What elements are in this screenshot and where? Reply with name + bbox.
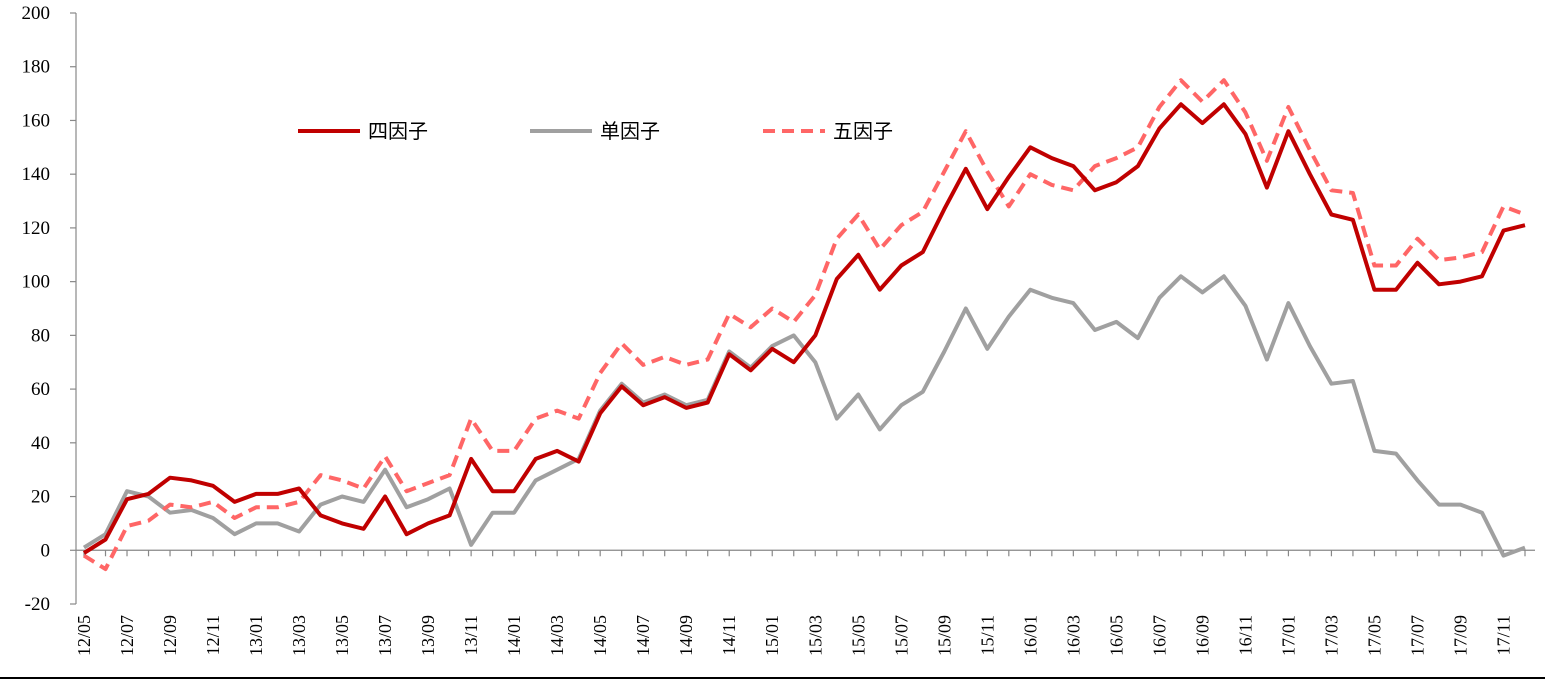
x-tick-label: 16/03 — [1063, 615, 1083, 656]
y-tick-label: 40 — [31, 433, 50, 454]
y-tick-label: 200 — [22, 3, 51, 24]
x-tick-label: 14/09 — [676, 615, 696, 656]
legend: 四因子 单因子 五因子 — [298, 120, 893, 143]
x-tick-label: 15/01 — [762, 615, 782, 656]
x-tick-label: 12/05 — [74, 615, 94, 656]
x-tick-label: 13/11 — [461, 615, 481, 655]
y-tick-label: -20 — [25, 594, 50, 615]
x-tick-label: 14/07 — [633, 615, 653, 656]
series-lines — [82, 78, 1526, 572]
x-tick-label: 12/09 — [160, 615, 180, 656]
x-tick-label: 15/07 — [891, 615, 911, 656]
x-tick-label: 17/09 — [1450, 615, 1470, 656]
y-tick-label: 140 — [22, 164, 51, 185]
y-tick-label: 60 — [31, 379, 50, 400]
y-tick-label: 160 — [22, 110, 51, 131]
x-tick-label: 17/07 — [1407, 615, 1427, 656]
x-tick-label: 15/11 — [977, 615, 997, 655]
x-tick-label: 13/07 — [375, 615, 395, 656]
x-tick-label: 12/11 — [203, 615, 223, 655]
y-tick-label: 0 — [41, 540, 51, 561]
x-tick-label: 17/03 — [1321, 615, 1341, 656]
x-tick-label: 16/11 — [1235, 615, 1255, 655]
y-tick-label: 120 — [22, 218, 51, 239]
series-line-1 — [82, 274, 1526, 558]
x-tick-label: 17/11 — [1493, 615, 1513, 655]
y-tick-label: 180 — [22, 57, 51, 78]
x-tick-label: 17/05 — [1364, 615, 1384, 656]
x-tick-label: 14/11 — [719, 615, 739, 655]
x-tick-label: 17/01 — [1278, 615, 1298, 656]
x-tick-label: 15/09 — [934, 615, 954, 656]
legend-label-1: 单因子 — [600, 120, 660, 143]
x-tick-label: 16/09 — [1192, 615, 1212, 656]
x-tick-label: 16/05 — [1106, 615, 1126, 656]
x-tick-label: 13/01 — [246, 615, 266, 656]
x-tick-label: 15/05 — [848, 615, 868, 656]
x-tick-label: 15/03 — [805, 615, 825, 656]
x-tick-label: 13/09 — [418, 615, 438, 656]
x-tick-label: 13/03 — [289, 615, 309, 656]
series-line-2 — [82, 78, 1526, 572]
legend-label-0: 四因子 — [368, 121, 428, 143]
x-tick-label: 16/07 — [1149, 615, 1169, 656]
y-tick-label: 20 — [31, 487, 50, 508]
x-tick-label: 14/05 — [590, 615, 610, 656]
y-tick-label: 100 — [22, 272, 51, 293]
axes: -20 0 20 40 60 80 100 120 140 160 180 200 12/05 12/07… — [0, 3, 1545, 679]
x-tick-label: 14/01 — [504, 615, 524, 656]
x-tick-label: 13/05 — [332, 615, 352, 656]
y-tick-label: 80 — [31, 325, 50, 346]
x-tick-label: 14/03 — [547, 615, 567, 656]
x-tick-label: 16/01 — [1020, 615, 1040, 656]
legend-label-2: 五因子 — [833, 121, 893, 143]
x-tick-label: 12/07 — [117, 615, 137, 656]
series-line-0 — [82, 102, 1526, 555]
